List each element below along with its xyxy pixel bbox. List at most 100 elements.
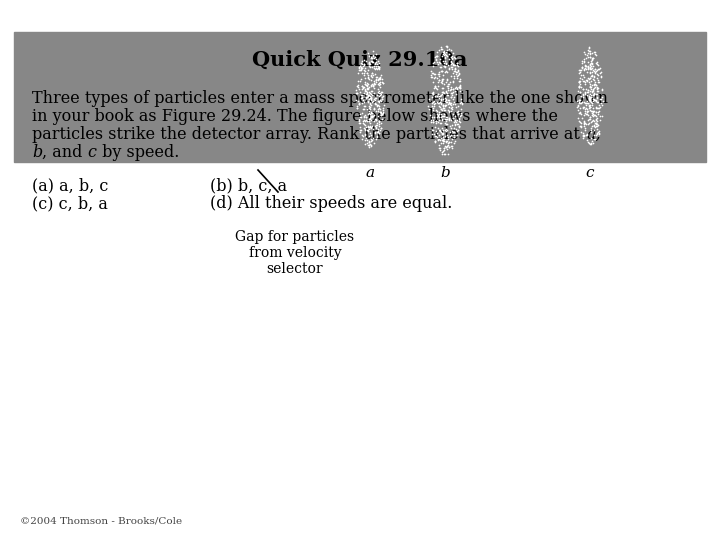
Point — [367, 81, 379, 90]
Point — [441, 117, 452, 126]
Point — [441, 115, 452, 124]
Point — [453, 83, 464, 91]
Point — [451, 120, 463, 129]
Point — [579, 50, 590, 58]
Point — [582, 99, 594, 107]
Point — [429, 53, 441, 62]
Point — [588, 85, 599, 94]
Point — [455, 111, 467, 120]
Point — [434, 144, 446, 153]
Point — [582, 63, 594, 72]
Point — [430, 73, 441, 82]
Point — [370, 107, 382, 116]
Point — [368, 111, 379, 119]
Point — [359, 102, 370, 110]
Point — [372, 104, 384, 113]
Point — [585, 86, 596, 95]
Point — [453, 66, 464, 75]
Point — [354, 63, 365, 71]
Point — [365, 71, 377, 79]
Point — [454, 84, 466, 92]
Point — [369, 70, 381, 78]
Point — [575, 107, 586, 116]
Point — [373, 104, 384, 113]
Point — [585, 134, 597, 143]
Point — [361, 81, 372, 90]
Point — [580, 131, 592, 139]
Point — [455, 118, 467, 126]
Point — [589, 96, 600, 105]
Point — [448, 72, 459, 80]
Point — [359, 116, 370, 125]
Point — [431, 118, 442, 127]
Point — [432, 90, 444, 98]
Point — [357, 61, 369, 70]
Point — [366, 63, 378, 71]
Point — [353, 76, 364, 85]
Point — [579, 89, 590, 97]
Point — [434, 98, 446, 106]
Point — [433, 124, 444, 132]
Point — [357, 117, 369, 125]
Point — [374, 98, 385, 107]
Point — [366, 136, 378, 144]
Point — [433, 141, 445, 150]
Point — [436, 124, 447, 132]
Point — [454, 77, 466, 85]
Point — [454, 69, 465, 77]
Point — [441, 88, 452, 97]
Point — [446, 131, 457, 139]
Point — [377, 104, 389, 112]
Point — [359, 125, 371, 133]
Point — [366, 95, 377, 104]
Point — [587, 110, 598, 118]
Point — [428, 102, 439, 110]
Point — [583, 75, 595, 83]
Point — [582, 87, 594, 96]
Point — [374, 125, 386, 134]
Point — [370, 50, 382, 58]
Point — [431, 84, 442, 93]
Point — [374, 87, 386, 96]
Point — [366, 58, 378, 66]
Point — [433, 76, 444, 84]
Point — [369, 62, 380, 70]
Point — [585, 91, 597, 99]
Point — [365, 81, 377, 90]
Point — [596, 85, 608, 93]
Point — [373, 79, 384, 88]
Point — [427, 93, 438, 102]
Point — [585, 83, 596, 91]
Point — [592, 113, 603, 122]
Point — [443, 139, 454, 148]
Point — [440, 48, 451, 57]
Point — [439, 114, 451, 123]
Point — [572, 101, 584, 110]
Point — [353, 80, 364, 89]
Point — [575, 91, 587, 100]
Point — [361, 69, 373, 77]
Point — [586, 99, 598, 107]
Point — [583, 93, 595, 102]
Point — [359, 130, 371, 138]
Point — [574, 77, 585, 86]
Point — [433, 127, 445, 136]
Point — [363, 132, 374, 140]
Point — [586, 137, 598, 145]
Point — [362, 73, 374, 82]
Point — [373, 65, 384, 73]
Point — [451, 74, 463, 83]
Point — [578, 65, 590, 74]
Point — [354, 116, 365, 125]
Point — [367, 111, 379, 120]
Point — [369, 115, 381, 124]
Point — [373, 128, 384, 137]
Point — [586, 70, 598, 79]
Point — [359, 85, 370, 94]
Point — [431, 85, 443, 93]
Point — [432, 70, 444, 78]
Point — [446, 62, 457, 71]
Point — [584, 44, 595, 52]
Point — [366, 76, 377, 84]
Point — [585, 68, 596, 77]
